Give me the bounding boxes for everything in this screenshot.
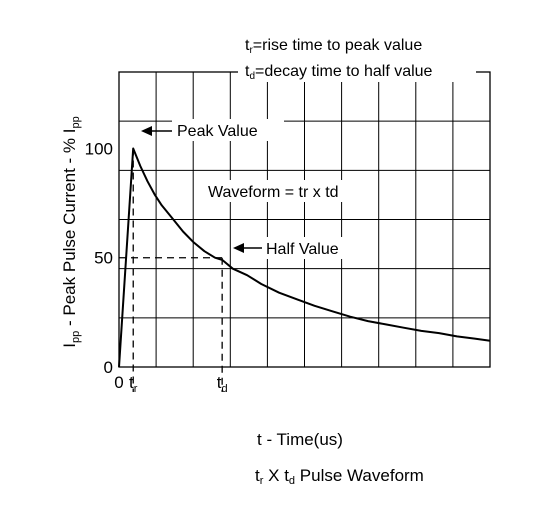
y-tick-label: 50 [94,249,113,268]
peak-label-background [172,119,284,141]
x-tick-label: 0 [114,373,123,392]
chart-grid [118,71,491,368]
legend-line: td=decay time to half value [245,63,433,82]
axis-ticks: 0 50 100 0 tr td [85,139,228,395]
y-tick-label: 0 [104,358,113,377]
marker-lines [119,148,223,392]
annotation-backgrounds [172,119,373,259]
peak-arrow-head [141,126,152,136]
x-axis-label: t - Time(us) [257,430,343,449]
half-label-background [262,237,358,259]
half-arrow-head [233,243,244,253]
legend-background [238,57,476,82]
y-axis-label: Ipp - Peak Pulse Current - % Ipp [60,116,82,347]
pulse-waveform-curve [118,147,491,368]
waveform-label-background [203,180,373,202]
half-value-label: Half Value [266,241,339,258]
curve-layer [118,147,491,368]
description-legend: tr=rise time to peak value td=decay time … [238,37,476,82]
x-tick-label: tr [129,373,138,395]
legend-line: tr=rise time to peak value [245,37,422,56]
annotation-labels: Peak Value Waveform = tr x td Half Value [141,123,339,258]
y-tick-label: 100 [85,139,113,158]
x-tick-label: td [217,373,228,395]
waveform-label: Waveform = tr x td [208,184,339,201]
peak-value-label: Peak Value [177,123,258,140]
figure-caption: tr X td Pulse Waveform [255,466,424,487]
